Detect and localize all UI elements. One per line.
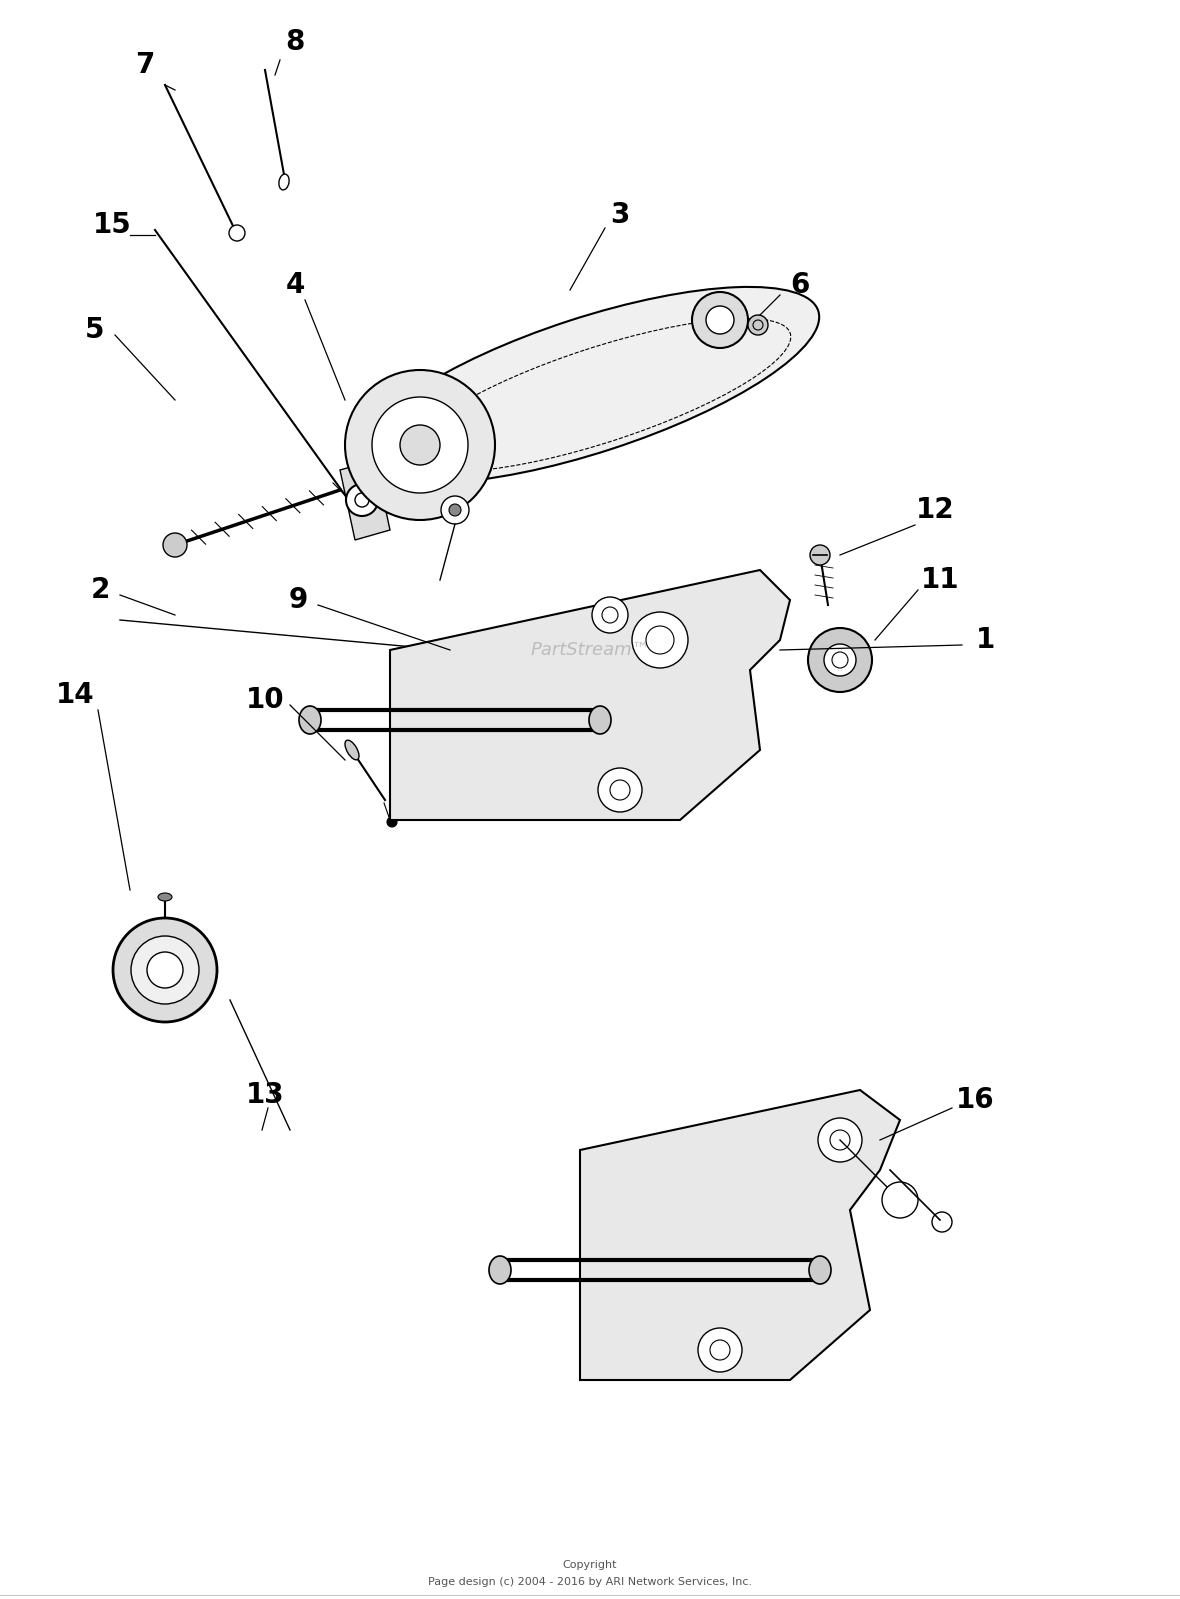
Circle shape — [632, 612, 688, 668]
Ellipse shape — [299, 707, 321, 734]
Text: 4: 4 — [286, 270, 304, 299]
Ellipse shape — [809, 1255, 831, 1284]
Text: Copyright: Copyright — [563, 1561, 617, 1570]
FancyBboxPatch shape — [467, 633, 573, 696]
Circle shape — [113, 918, 217, 1022]
Text: 15: 15 — [92, 211, 131, 238]
Circle shape — [526, 651, 553, 680]
Circle shape — [645, 625, 674, 654]
Text: 9: 9 — [288, 585, 308, 614]
Circle shape — [598, 768, 642, 812]
Text: 5: 5 — [85, 317, 105, 344]
Text: 10: 10 — [245, 686, 284, 715]
Circle shape — [131, 935, 199, 1004]
Circle shape — [372, 397, 468, 492]
Polygon shape — [391, 569, 789, 820]
Circle shape — [808, 628, 872, 692]
Circle shape — [346, 484, 378, 516]
Text: 7: 7 — [136, 51, 155, 78]
Text: 12: 12 — [916, 496, 955, 524]
Circle shape — [163, 532, 186, 556]
Ellipse shape — [278, 174, 289, 190]
Circle shape — [441, 496, 468, 524]
Circle shape — [355, 492, 369, 507]
Text: 3: 3 — [610, 201, 630, 229]
Circle shape — [345, 369, 494, 520]
Circle shape — [400, 425, 440, 465]
Text: 1: 1 — [976, 625, 995, 654]
Circle shape — [748, 315, 768, 336]
Circle shape — [229, 225, 245, 241]
Circle shape — [809, 545, 830, 564]
Circle shape — [148, 951, 183, 988]
Polygon shape — [581, 1091, 900, 1380]
Ellipse shape — [361, 286, 819, 483]
Circle shape — [387, 817, 396, 827]
Text: 6: 6 — [791, 270, 809, 299]
Circle shape — [881, 1182, 918, 1218]
Text: 2: 2 — [91, 576, 110, 604]
Polygon shape — [340, 461, 391, 540]
Text: 14: 14 — [55, 681, 94, 708]
Ellipse shape — [589, 707, 611, 734]
Text: 16: 16 — [956, 1086, 995, 1115]
Circle shape — [706, 305, 734, 334]
Text: 13: 13 — [245, 1081, 284, 1110]
Circle shape — [818, 1118, 863, 1162]
Text: 11: 11 — [920, 566, 959, 593]
Text: 8: 8 — [286, 29, 304, 56]
Ellipse shape — [158, 892, 172, 900]
Circle shape — [824, 644, 856, 676]
Ellipse shape — [489, 1255, 511, 1284]
Ellipse shape — [345, 740, 359, 760]
Text: PartStream™: PartStream™ — [530, 641, 650, 659]
Circle shape — [450, 504, 461, 516]
Circle shape — [478, 651, 506, 680]
Circle shape — [691, 293, 748, 349]
Circle shape — [699, 1329, 742, 1372]
Text: Page design (c) 2004 - 2016 by ARI Network Services, Inc.: Page design (c) 2004 - 2016 by ARI Netwo… — [428, 1577, 752, 1586]
Circle shape — [592, 596, 628, 633]
